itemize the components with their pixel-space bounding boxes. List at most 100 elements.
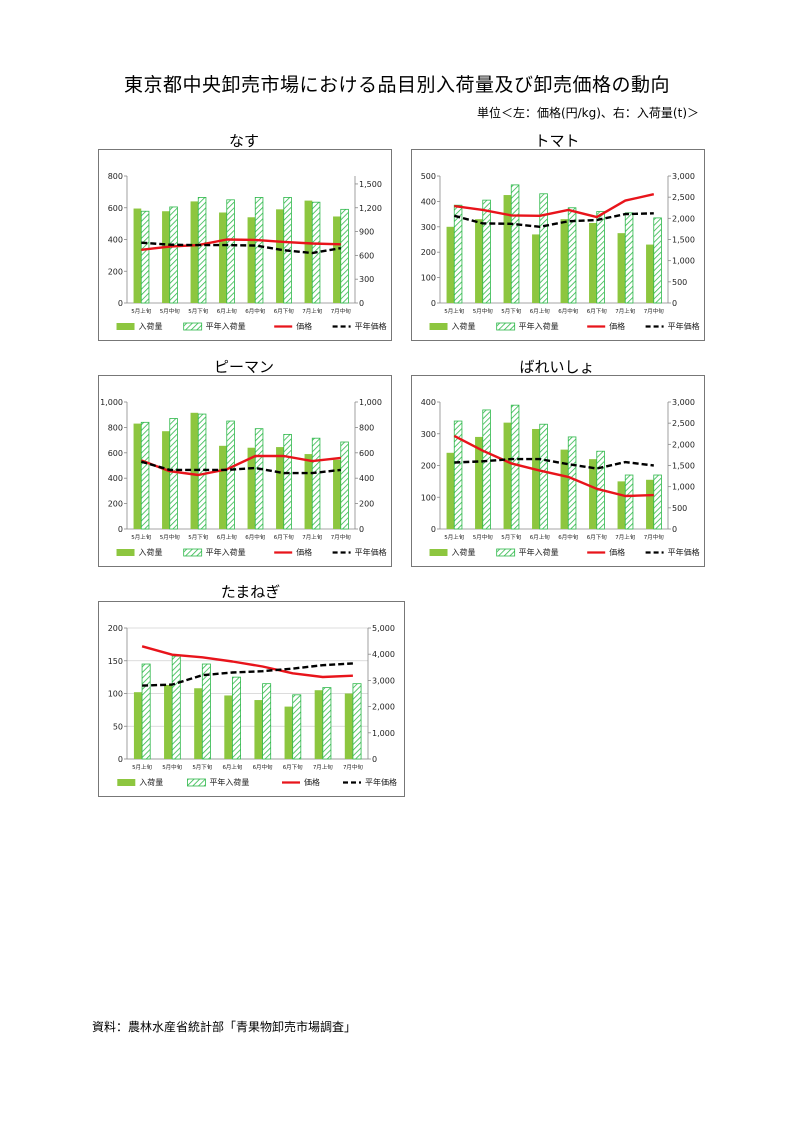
x-tick-label: 5月上旬 [444,307,464,315]
right-tick-label: 1,500 [672,236,695,245]
bar-arrival [589,222,597,303]
bar-arrival [314,690,323,759]
chart-bareisho: 0 100 200 300 400 0 500 1,000 1,500 2,000 2,500 3,0… [411,375,705,567]
right-tick-label: 1,200 [359,204,382,213]
bar-normal-arrival [340,208,349,304]
chart-tomato: 0 100 200 300 400 500 0 500 1,000 1,500 2,000 2,500… [411,149,705,341]
bar-arrival [446,226,455,303]
x-tick-label: 5月下旬 [188,533,208,541]
left-tick-label: 400 [421,398,436,407]
bar-arrival [162,431,170,529]
right-tick-label: 4,000 [372,650,395,659]
legend-label: 入荷量 [139,321,163,331]
right-tick-label: 200 [359,500,374,509]
line-normal-price [454,457,654,470]
bar-arrival [247,447,256,529]
bar-arrival [190,201,199,303]
bar-arrival [532,428,540,529]
x-tick-label: 6月下旬 [587,307,607,315]
line-normal-price [453,212,654,229]
chart-tamanegi: 0 50 100 150 200 0 1,000 2,000 3,000 4,000 5,000 5月… [98,601,405,797]
bar-normal-arrival [567,207,577,304]
bar-normal-arrival [254,197,264,304]
legend-label: 平年入荷量 [519,321,559,331]
bar-arrival [219,212,227,303]
bar-arrival [254,700,263,759]
right-tick-label: 3,000 [672,172,695,181]
left-tick-label: 400 [108,236,123,245]
right-tick-label: 5,000 [372,624,395,633]
bar-normal-arrival [140,421,150,530]
bar-arrival [162,211,170,303]
x-tick-label: 7月上旬 [302,307,322,315]
chart-svg: 0 100 200 300 400 0 500 1,000 1,500 2,000 2,500 3,0… [421,398,700,557]
bar-normal-arrival [171,655,181,760]
bar-normal-arrival [254,428,264,530]
chart-title-tamanegi: たまねぎ [220,583,281,601]
right-tick-label: 400 [359,474,374,483]
left-tick-label: 800 [108,172,123,181]
bar-arrival [344,693,353,759]
x-tick-label: 6月中旬 [253,763,273,771]
left-tick-label: 200 [421,248,436,257]
bar-normal-arrival [567,436,577,530]
left-tick-label: 300 [421,430,436,439]
right-tick-label: 2,000 [672,440,695,449]
bar-arrival [617,481,626,529]
right-tick-label: 600 [359,251,374,260]
left-tick-label: 0 [431,299,436,308]
x-tick-label: 6月中旬 [245,307,265,315]
x-tick-label: 7月上旬 [313,763,333,771]
bar-normal-arrival [539,193,548,304]
x-tick-label: 6月下旬 [274,307,294,315]
bar-normal-arrival [292,694,302,760]
bar-arrival [276,447,284,529]
left-tick-label: 400 [421,197,436,206]
legend-label: 入荷量 [139,547,163,557]
legend-label: 平年入荷量 [209,777,249,787]
x-tick-label: 5月中旬 [160,307,180,315]
right-tick-label: 1,500 [672,462,695,471]
bar-normal-arrival [226,199,235,304]
x-tick-label: 5月下旬 [501,533,521,541]
right-tick-label: 0 [359,299,364,308]
chart-title-nasu: なす [228,132,259,150]
left-tick-label: 200 [421,462,436,471]
bar-arrival [646,479,654,529]
left-tick-label: 600 [108,449,123,458]
bar-arrival [276,209,284,303]
right-tick-label: 800 [359,423,374,432]
bar-normal-arrival [510,184,520,304]
right-tick-label: 3,000 [372,676,395,685]
bar-normal-arrival [322,687,332,760]
bar-arrival [646,244,654,303]
right-tick-label: 500 [672,278,687,287]
line-price [454,193,655,219]
left-tick-label: 0 [431,525,436,534]
legend-swatch-arrival [429,549,448,556]
bar-arrival [589,459,597,529]
left-tick-label: 150 [108,657,123,666]
bar-arrival [503,422,512,529]
left-tick-label: 100 [108,690,123,699]
left-tick-label: 100 [421,274,436,283]
bar-normal-arrival [653,217,662,304]
bar-arrival [503,195,512,303]
page-title: 東京都中央卸売市場における品目別入荷量及び卸売価格の動向 [123,74,670,96]
right-tick-label: 0 [359,525,364,534]
line-price [141,238,341,251]
line-normal-price [140,460,341,475]
x-tick-label: 5月上旬 [131,533,151,541]
legend-label: 平年価格 [365,777,397,787]
right-tick-label: 2,000 [672,214,695,223]
x-tick-label: 5月下旬 [501,307,521,315]
bar-arrival [475,436,483,529]
bar-arrival [560,449,569,529]
bar-arrival [133,692,143,759]
bar-normal-arrival [510,404,520,530]
bar-arrival [333,459,341,529]
chart-nasu: 0 200 400 600 800 0 300 600 900 1,200 1,500 5月上旬 5月中… [98,149,392,341]
x-tick-label: 6月下旬 [283,763,303,771]
legend-swatch-arrival [429,323,448,330]
bar-normal-arrival [141,663,151,760]
